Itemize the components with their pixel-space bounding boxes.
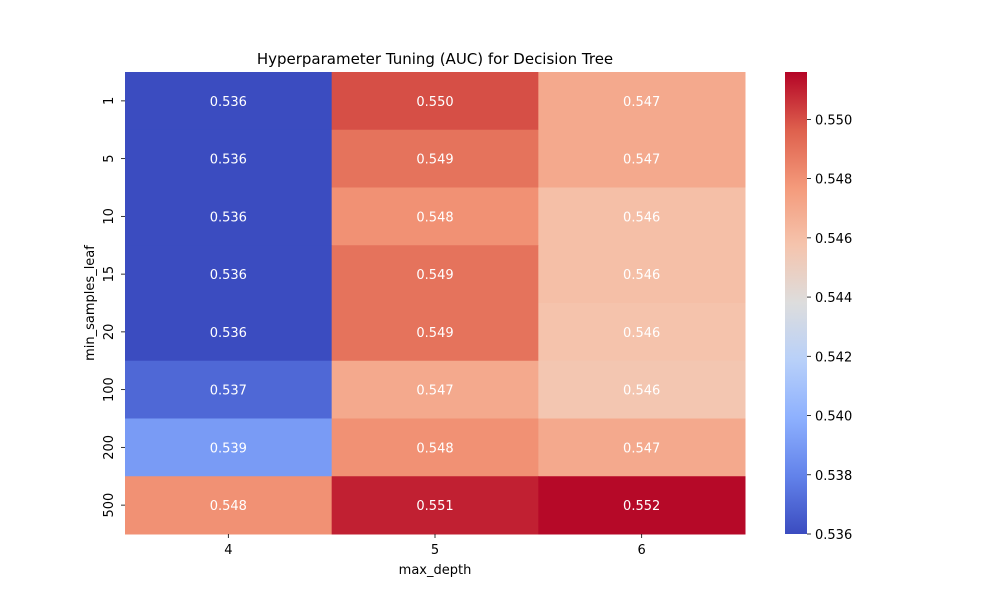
heatmap-cell-200-6: [538, 418, 746, 477]
colorbar-tick-label: 0.540: [815, 410, 852, 425]
heatmap-cell-500-6: [538, 476, 746, 535]
x-tick-label: 4: [224, 543, 232, 558]
y-axis-label: min_samples_leaf: [83, 245, 98, 361]
cell-value-label: 0.547: [623, 95, 660, 110]
x-axis-label: max_depth: [399, 563, 472, 578]
y-tick-label: 500: [102, 493, 117, 518]
colorbar-tick-label: 0.550: [815, 113, 852, 128]
cell-value-label: 0.547: [416, 384, 453, 399]
heatmap-cell-15-5: [331, 245, 539, 304]
colorbar-tick-label: 0.536: [815, 528, 852, 543]
colorbar-tick-label: 0.546: [815, 232, 852, 247]
x-axis-ticks: 4 5 6: [224, 534, 646, 558]
cell-value-label: 0.536: [210, 268, 247, 283]
y-tick-label: 1: [102, 97, 117, 105]
colorbar-ticks: 0.536 0.538 0.540 0.542 0.544 0.546 0.548 0.550: [807, 113, 852, 543]
heatmap-cell-1-6: [538, 72, 746, 131]
heatmap-cell-20-4: [125, 303, 333, 362]
cell-value-label: 0.547: [623, 153, 660, 168]
colorbar-tick-label: 0.542: [815, 350, 852, 365]
colorbar-tick-label: 0.544: [815, 291, 852, 306]
colorbar-tick-label: 0.538: [815, 469, 852, 484]
cell-value-label: 0.546: [623, 210, 660, 225]
heatmap-cell-5-5: [331, 129, 539, 188]
colorbar: [785, 72, 807, 534]
cell-value-label: 0.536: [210, 326, 247, 341]
heatmap-cell-5-6: [538, 129, 746, 188]
x-tick-label: 5: [431, 543, 439, 558]
cell-value-label: 0.552: [623, 499, 660, 514]
chart-title: Hyperparameter Tuning (AUC) for Decision…: [257, 50, 613, 68]
cell-value-label: 0.536: [210, 153, 247, 168]
heatmap-cell-100-4: [125, 360, 333, 419]
heatmap-cell-20-6: [538, 303, 746, 362]
heatmap-cell-20-5: [331, 303, 539, 362]
y-tick-label: 20: [102, 324, 117, 341]
cell-value-label: 0.539: [210, 441, 247, 456]
heatmap-cell-1-4: [125, 72, 333, 131]
heatmap-cell-100-6: [538, 360, 746, 419]
heatmap-cell-10-6: [538, 187, 746, 246]
cell-value-label: 0.549: [416, 268, 453, 283]
y-tick-label: 15: [102, 266, 117, 283]
heatmap-cells: 0.536 0.550 0.547 0.536 0.549 0.547 0.536 0.548…: [125, 72, 746, 535]
y-tick-label: 10: [102, 208, 117, 225]
cell-value-label: 0.546: [623, 326, 660, 341]
heatmap-cell-10-4: [125, 187, 333, 246]
colorbar-tick-label: 0.548: [815, 173, 852, 188]
cell-value-label: 0.536: [210, 210, 247, 225]
cell-value-label: 0.548: [210, 499, 247, 514]
cell-value-label: 0.548: [416, 441, 453, 456]
cell-value-label: 0.546: [623, 384, 660, 399]
cell-value-label: 0.549: [416, 153, 453, 168]
x-tick-label: 6: [638, 543, 646, 558]
cell-value-label: 0.551: [416, 499, 453, 514]
heatmap-cell-5-4: [125, 129, 333, 188]
heatmap-cell-200-4: [125, 418, 333, 477]
cell-value-label: 0.549: [416, 326, 453, 341]
heatmap-cell-10-5: [331, 187, 539, 246]
cell-value-label: 0.546: [623, 268, 660, 283]
heatmap-cell-100-5: [331, 360, 539, 419]
cell-value-label: 0.547: [623, 441, 660, 456]
heatmap-cell-15-4: [125, 245, 333, 304]
y-tick-label: 200: [102, 435, 117, 460]
y-tick-label: 100: [102, 377, 117, 402]
heatmap-cell-15-6: [538, 245, 746, 304]
heatmap-cell-200-5: [331, 418, 539, 477]
cell-value-label: 0.537: [210, 384, 247, 399]
y-tick-label: 5: [102, 154, 117, 162]
heatmap-cell-500-5: [331, 476, 539, 535]
cell-value-label: 0.548: [416, 210, 453, 225]
cell-value-label: 0.536: [210, 95, 247, 110]
heatmap-cell-1-5: [331, 72, 539, 131]
cell-value-label: 0.550: [416, 95, 453, 110]
heatmap-cell-500-4: [125, 476, 333, 535]
